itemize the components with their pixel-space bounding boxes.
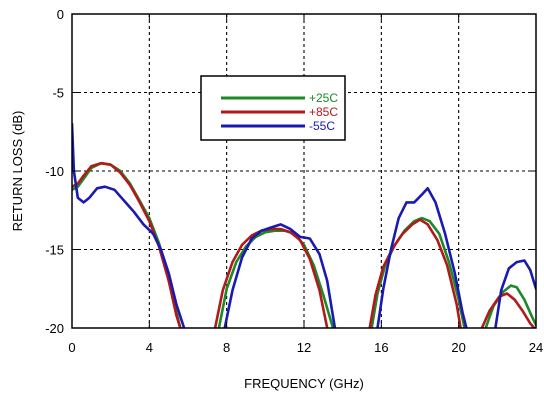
x-axis-title: FREQUENCY (GHz) (244, 376, 364, 391)
y-tick-label: -10 (45, 164, 64, 179)
x-tick-label: 8 (223, 340, 230, 355)
series-line-85c-2 (368, 218, 462, 328)
series-line-85c-0 (72, 161, 182, 328)
y-tick-label: 0 (57, 7, 64, 22)
y-tick-label: -15 (45, 243, 64, 258)
legend-box (200, 75, 346, 141)
x-tick-label: 16 (374, 340, 388, 355)
plot-layer (72, 122, 536, 328)
series-line-25c-0 (72, 161, 182, 328)
series-line-85c-1 (213, 227, 329, 328)
y-tick-label: -5 (52, 86, 64, 101)
series-line-85c-3 (480, 292, 536, 328)
x-tick-label: 24 (529, 340, 543, 355)
series-line-55c-0 (72, 122, 186, 328)
x-tick-label: 4 (146, 340, 153, 355)
grid-layer (72, 14, 536, 328)
y-axis-title: RETURN LOSS (dB) (10, 111, 25, 232)
tick-layer: 0 4 8 12 16 20 24 0 -5 -10 -15 -20 (45, 7, 543, 355)
legend-label: +25C (309, 91, 338, 105)
legend-label: +85C (309, 105, 338, 119)
x-tick-label: 0 (68, 340, 75, 355)
series-line-55c-1 (223, 223, 337, 328)
x-tick-label: 20 (451, 340, 465, 355)
x-tick-label: 12 (297, 340, 311, 355)
series-line-55c-2 (376, 187, 468, 328)
series-line-55c-3 (494, 259, 536, 328)
y-tick-label: -20 (45, 321, 64, 336)
series-line-25c-1 (217, 229, 335, 328)
legend: +25C+85C-55C (200, 75, 346, 141)
legend-label: -55C (309, 119, 335, 133)
